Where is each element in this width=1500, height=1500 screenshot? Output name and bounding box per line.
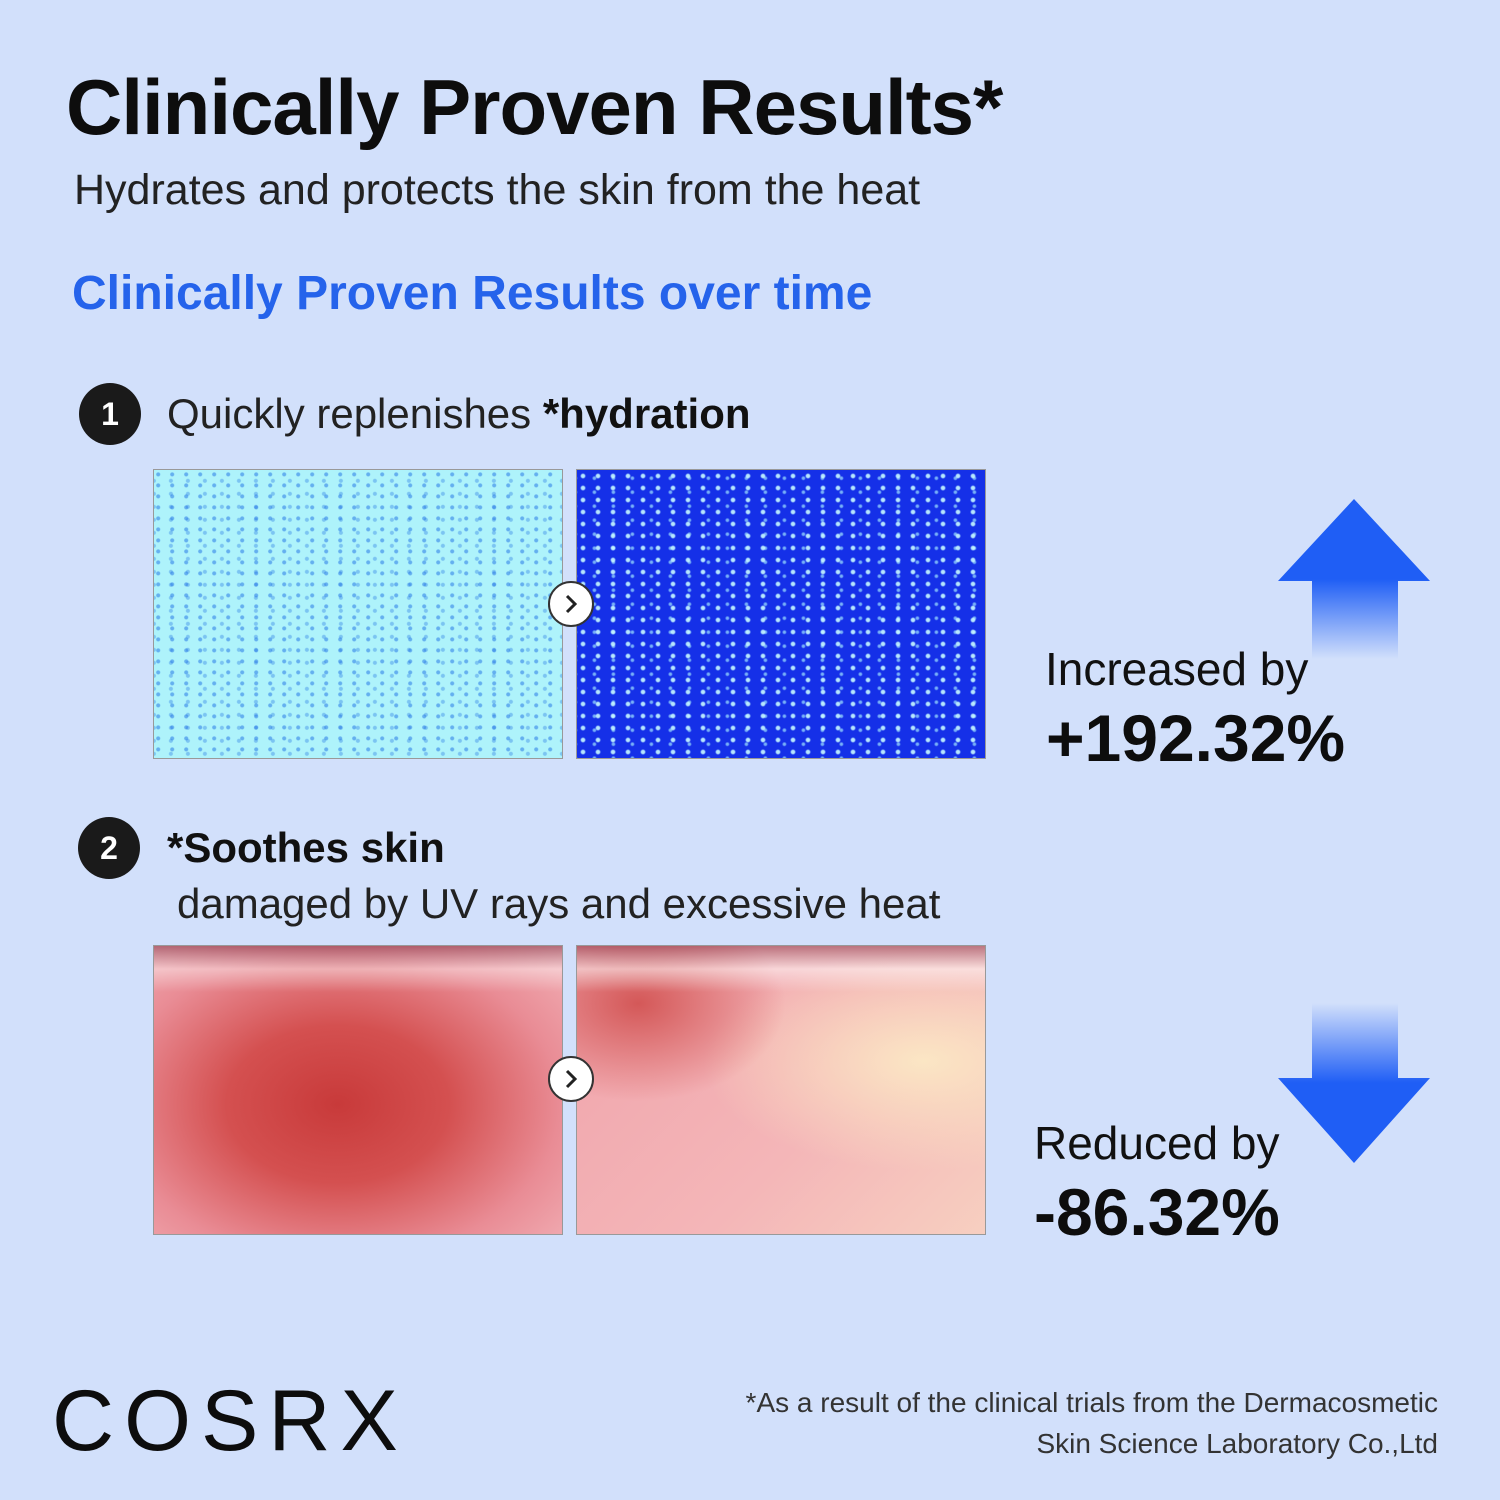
skin-after-image xyxy=(576,945,986,1235)
item-1-bold: *hydration xyxy=(542,390,751,437)
section-title: Clinically Proven Results over time xyxy=(72,267,873,320)
item-1-heading: Quickly replenishes *hydration xyxy=(167,390,751,438)
item-2-text: damaged by UV rays and excessive heat xyxy=(177,880,941,927)
footnote: *As a result of the clinical trials from… xyxy=(746,1382,1438,1464)
result-1-label: Increased by xyxy=(1045,643,1309,695)
hydration-before-image xyxy=(153,469,563,759)
page-subtitle: Hydrates and protects the skin from the … xyxy=(74,166,921,214)
footnote-line-2: Skin Science Laboratory Co.,Ltd xyxy=(1036,1428,1438,1459)
brand-logo: COSRX xyxy=(52,1373,408,1469)
chevron-right-icon xyxy=(548,1056,594,1102)
item-1-text: Quickly replenishes xyxy=(167,390,543,437)
page-title: Clinically Proven Results* xyxy=(66,63,1003,151)
footnote-line-1: *As a result of the clinical trials from… xyxy=(745,1387,1438,1418)
result-2-label: Reduced by xyxy=(1034,1117,1280,1169)
result-1-value: +192.32% xyxy=(1046,701,1346,775)
chevron-right-icon xyxy=(548,581,594,627)
arrow-up-icon xyxy=(1278,499,1430,659)
arrow-down-icon xyxy=(1278,1003,1430,1163)
step-badge-2: 2 xyxy=(78,817,140,879)
item-2-bold: *Soothes skin xyxy=(167,824,445,871)
hydration-after-image xyxy=(576,469,986,759)
step-badge-1: 1 xyxy=(79,383,141,445)
skin-before-image xyxy=(153,945,563,1235)
result-2-value: -86.32% xyxy=(1034,1175,1280,1249)
item-2-heading: *Soothes skin xyxy=(167,824,445,872)
